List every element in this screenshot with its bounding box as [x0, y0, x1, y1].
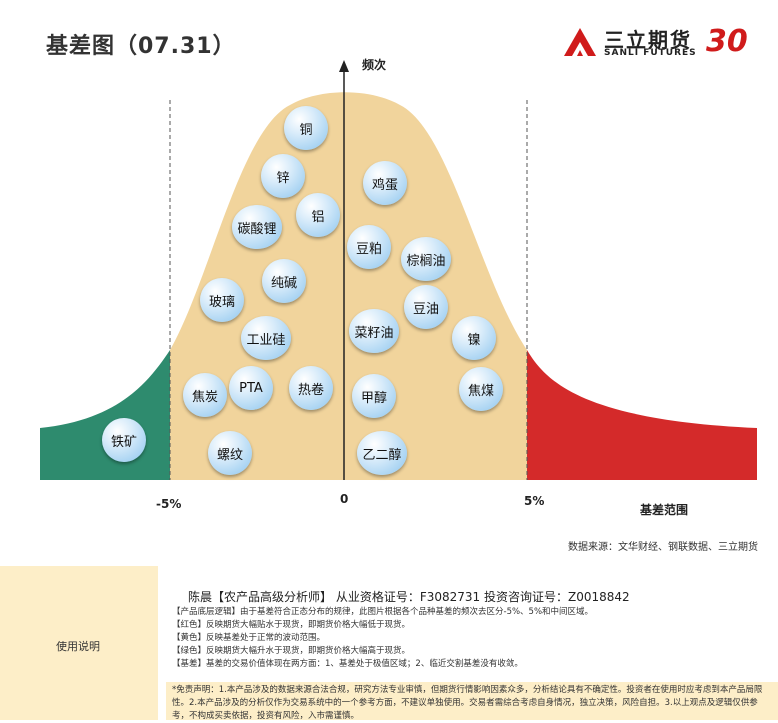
bell-curve-svg [40, 60, 757, 480]
item-soybean-meal: 豆粕 [347, 225, 391, 269]
item-eggs: 鸡蛋 [363, 161, 407, 205]
item-pta: PTA [229, 366, 273, 410]
item-industrial-silicon: 工业硅 [241, 316, 291, 360]
item-methanol: 甲醇 [352, 374, 396, 418]
tick-left: -5% [156, 497, 182, 511]
item-rapeseed-oil: 菜籽油 [349, 309, 399, 353]
item-zinc: 锌 [261, 154, 305, 198]
yellow-zone [170, 92, 527, 480]
item-coking-coal: 焦煤 [459, 367, 503, 411]
item-hot-coil: 热卷 [289, 366, 333, 410]
company-logo: 三立期货 SANLI FUTURES 30 [560, 22, 760, 66]
info-panel: 使用说明 陈晨【农产品高级分析师】 从业资格证号：F3082731 投资咨询证号… [0, 566, 778, 721]
note-item: 【基差】基差的交易价值体现在两方面：1、基差处于极值区域；2、临近交割基差没有收… [172, 659, 523, 669]
item-palm-oil: 棕榈油 [401, 237, 451, 281]
item-soybean-oil: 豆油 [404, 285, 448, 329]
data-source: 数据来源：文华财经、钢联数据、三立期货 [568, 542, 758, 553]
item-iron-ore: 铁矿 [102, 418, 146, 462]
item-rebar: 螺纹 [208, 431, 252, 475]
tick-right: 5% [524, 494, 545, 508]
logo-name-en: SANLI FUTURES [604, 48, 697, 58]
red-zone [527, 92, 757, 480]
basis-diagram: 频次 -5% 0 5% 基差范围 铜 锌 碳酸锂 铝 纯碱 玻璃 工业硅 焦炭 … [0, 50, 778, 520]
disclaimer: *免责声明：1.本产品涉及的数据来源合法合规，研究方法专业审慎，但期货行情影响因… [166, 682, 778, 721]
x-axis-label: 基差范围 [640, 503, 689, 517]
green-zone [40, 92, 170, 480]
anniversary-badge: 30 [706, 24, 748, 59]
item-lithium-carbonate: 碳酸锂 [232, 205, 282, 249]
y-axis-label: 频次 [362, 58, 387, 72]
panel-label: 使用说明 [56, 640, 100, 653]
item-copper: 铜 [284, 106, 328, 150]
item-nickel: 镍 [452, 316, 496, 360]
y-axis-arrow-icon [339, 60, 349, 72]
item-aluminum: 铝 [296, 193, 340, 237]
item-glass: 玻璃 [200, 278, 244, 322]
page-title: 基差图（07.31） [46, 34, 236, 59]
item-coke: 焦炭 [183, 373, 227, 417]
note-item: 【产品底层逻辑】由于基差符合正态分布的规律，此图片根据各个品种基差的频次去区分-… [172, 607, 594, 617]
analyst-info: 陈晨【农产品高级分析师】 从业资格证号：F3082731 投资咨询证号：Z001… [188, 590, 630, 604]
logo-name-cn: 三立期货 [604, 28, 692, 52]
item-ethylene-glycol: 乙二醇 [357, 431, 407, 475]
panel-label-box: 使用说明 [0, 566, 158, 720]
item-soda-ash: 纯碱 [262, 259, 306, 303]
mountain-logo-icon [564, 28, 596, 56]
note-item: 【绿色】反映期货大幅升水于现货，即期货价格大幅高于现货。 [172, 646, 411, 656]
note-item: 【黄色】反映基差处于正常的波动范围。 [172, 633, 326, 643]
tick-center: 0 [340, 492, 349, 506]
note-item: 【红色】反映期货大幅贴水于现货，即期货价格大幅低于现货。 [172, 620, 411, 630]
notes-list: 【产品底层逻辑】由于基差符合正态分布的规律，此图片根据各个品种基差的频次去区分-… [172, 606, 593, 671]
